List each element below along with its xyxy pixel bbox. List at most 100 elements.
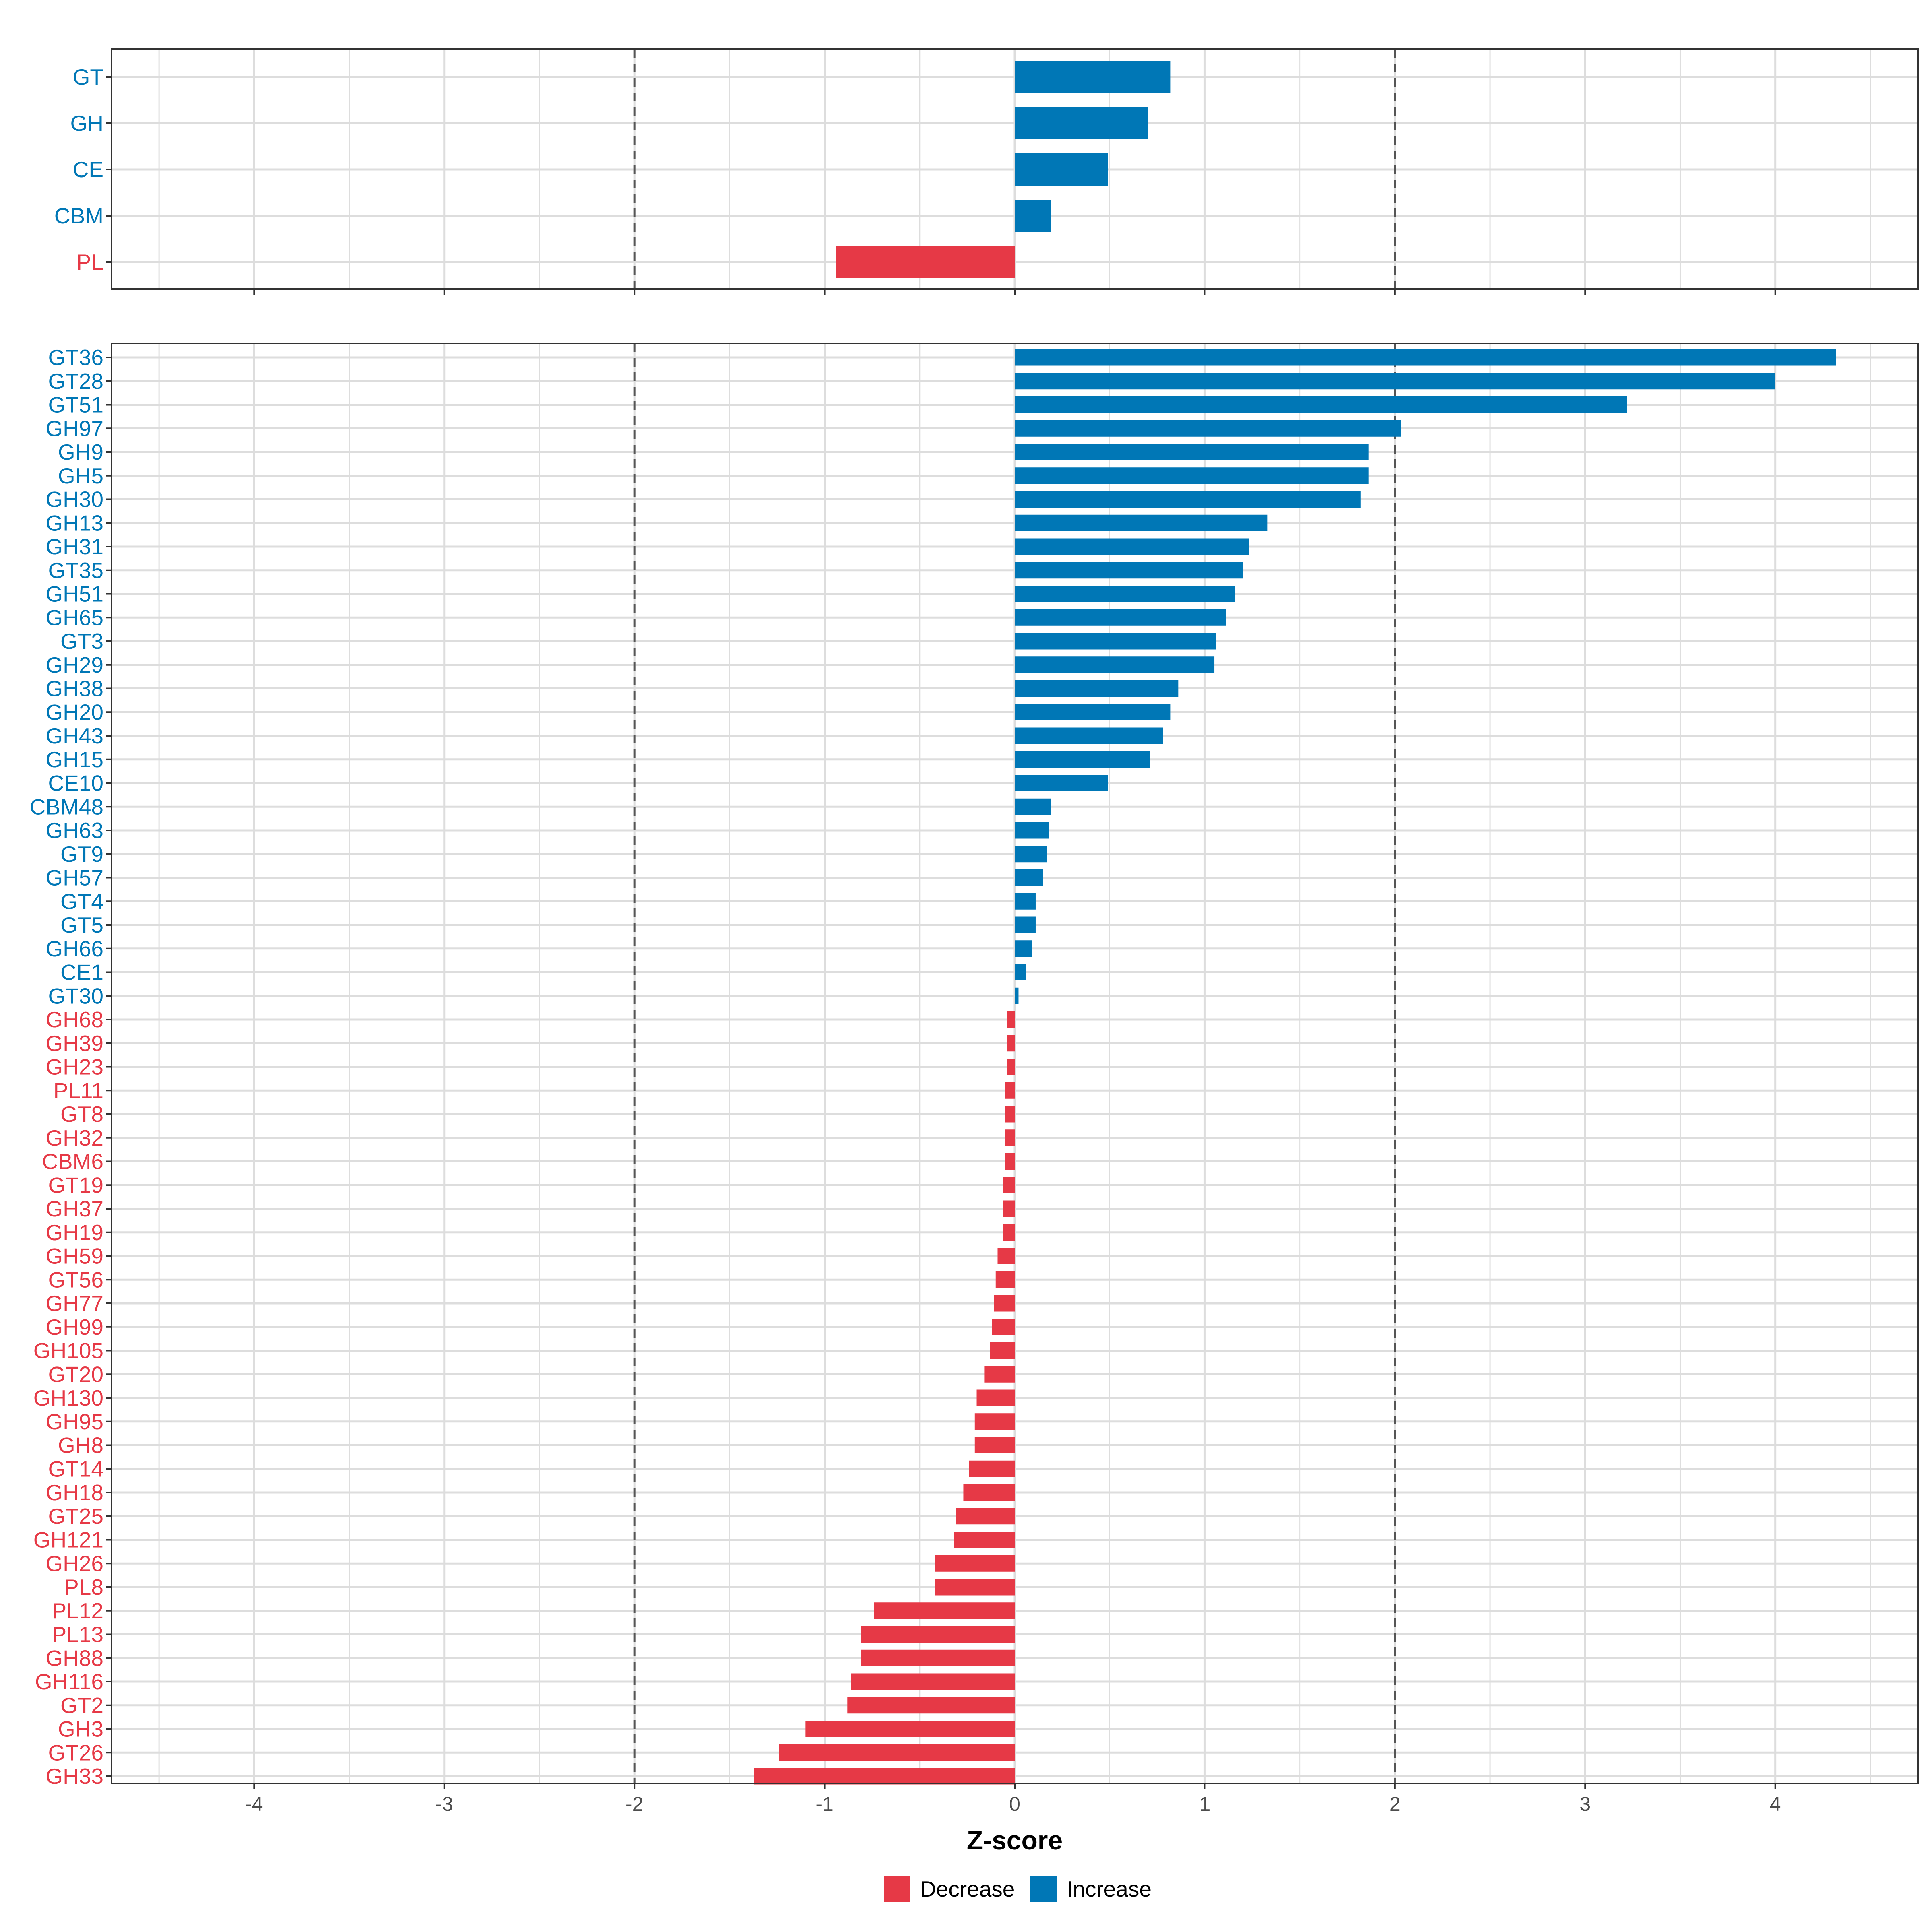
bar-gt5: [1015, 916, 1036, 933]
bar-gh33: [754, 1768, 1015, 1785]
category-label-ce: CE: [73, 157, 103, 182]
bar-gh130: [976, 1389, 1015, 1406]
bar-gt25: [956, 1508, 1015, 1525]
category-label-gh19: GH19: [45, 1220, 103, 1245]
bar-gh43: [1015, 727, 1163, 744]
bar-gh57: [1015, 869, 1043, 886]
bar-gt3: [1015, 633, 1216, 650]
bar-gh116: [851, 1673, 1015, 1690]
bar-pl: [836, 246, 1015, 278]
bar-ce10: [1015, 775, 1108, 791]
category-label-gh77: GH77: [45, 1291, 103, 1316]
bar-pl8: [935, 1579, 1015, 1596]
category-label-cbm: CBM: [54, 203, 103, 228]
bar-gh121: [954, 1532, 1015, 1548]
bar-gh39: [1007, 1035, 1015, 1052]
bar-gh26: [935, 1555, 1015, 1572]
bar-gt56: [995, 1271, 1015, 1288]
bar-gh5: [1015, 467, 1368, 484]
category-label-pl8: PL8: [64, 1575, 103, 1600]
category-label-gh51: GH51: [45, 582, 103, 607]
category-label-gh97: GH97: [45, 416, 103, 441]
bar-ce: [1015, 153, 1108, 186]
legend-label-increase: Increase: [1067, 1876, 1152, 1901]
bar-gt30: [1015, 987, 1019, 1004]
category-label-gh105: GH105: [33, 1338, 103, 1363]
category-label-gt14: GT14: [48, 1456, 103, 1481]
bar-gt: [1015, 61, 1171, 93]
bar-gh30: [1015, 491, 1361, 508]
category-label-ce1: CE1: [60, 960, 103, 985]
bar-gh23: [1007, 1059, 1015, 1075]
bar-gh15: [1015, 751, 1150, 768]
category-label-gh8: GH8: [58, 1433, 103, 1458]
category-label-gh63: GH63: [45, 818, 103, 843]
bottom-panel: GT36GT28GT51GH97GH9GH5GH30GH13GH31GT35GH…: [30, 343, 1919, 1815]
bar-pl11: [1005, 1082, 1015, 1099]
category-label-gh130: GH130: [33, 1385, 103, 1410]
category-label-cbm48: CBM48: [30, 794, 103, 819]
category-label-gh68: GH68: [45, 1007, 103, 1032]
bar-gh95: [974, 1413, 1015, 1430]
category-label-pl12: PL12: [52, 1598, 103, 1623]
bar-pl12: [874, 1602, 1015, 1619]
bar-gt9: [1015, 846, 1047, 863]
bar-cbm: [1015, 200, 1051, 232]
x-tick-label: 4: [1770, 1793, 1781, 1815]
category-label-gt25: GT25: [48, 1504, 103, 1529]
bar-gt8: [1005, 1106, 1015, 1123]
bar-gh105: [990, 1342, 1015, 1359]
x-tick-label: 0: [1009, 1793, 1020, 1815]
bar-gh77: [994, 1295, 1015, 1312]
x-tick-label: 3: [1579, 1793, 1591, 1815]
bar-ce1: [1015, 964, 1026, 980]
bar-gt20: [984, 1366, 1015, 1383]
category-label-gh65: GH65: [45, 605, 103, 630]
bar-gt4: [1015, 893, 1036, 910]
category-label-gh39: GH39: [45, 1031, 103, 1056]
bar-gt51: [1015, 396, 1627, 413]
bar-gt14: [969, 1460, 1015, 1477]
category-label-pl: PL: [76, 250, 103, 275]
category-label-gt26: GT26: [48, 1740, 103, 1765]
category-label-gt2: GT2: [60, 1693, 103, 1718]
bar-gh: [1015, 107, 1148, 139]
category-label-gh37: GH37: [45, 1196, 103, 1221]
category-label-gh32: GH32: [45, 1125, 103, 1150]
bar-gh18: [963, 1484, 1015, 1501]
category-label-gh59: GH59: [45, 1244, 103, 1269]
bar-gh3: [805, 1721, 1015, 1737]
x-tick-label: -2: [625, 1793, 643, 1815]
category-label-gt4: GT4: [60, 889, 103, 914]
bar-gh37: [1003, 1200, 1015, 1217]
bar-gt19: [1003, 1177, 1015, 1193]
category-label-gh20: GH20: [45, 700, 103, 724]
category-label-gt5: GT5: [60, 912, 103, 937]
category-label-gh15: GH15: [45, 747, 103, 772]
category-label-gh38: GH38: [45, 676, 103, 701]
category-label-gh18: GH18: [45, 1480, 103, 1505]
category-label-gh: GH: [70, 111, 104, 136]
bar-gh29: [1015, 656, 1215, 673]
x-tick-label: -4: [245, 1793, 263, 1815]
bar-gt26: [779, 1744, 1015, 1761]
category-label-ce10: CE10: [48, 771, 103, 796]
bar-gh20: [1015, 704, 1171, 720]
bar-gh88: [861, 1649, 1015, 1666]
bar-gt36: [1015, 349, 1836, 366]
bar-gh63: [1015, 822, 1049, 839]
category-label-gh88: GH88: [45, 1645, 103, 1670]
category-label-gh5: GH5: [58, 463, 103, 488]
category-label-gt8: GT8: [60, 1102, 103, 1127]
category-label-gh66: GH66: [45, 936, 103, 961]
bar-gh19: [1003, 1224, 1015, 1241]
category-label-gh26: GH26: [45, 1551, 103, 1576]
bar-gh99: [992, 1319, 1015, 1335]
category-label-gt56: GT56: [48, 1267, 103, 1292]
bar-gh13: [1015, 514, 1268, 531]
category-label-gt28: GT28: [48, 369, 103, 394]
bar-gh38: [1015, 680, 1179, 697]
category-label-gh121: GH121: [33, 1527, 103, 1552]
legend-swatch-decrease: [884, 1876, 910, 1902]
